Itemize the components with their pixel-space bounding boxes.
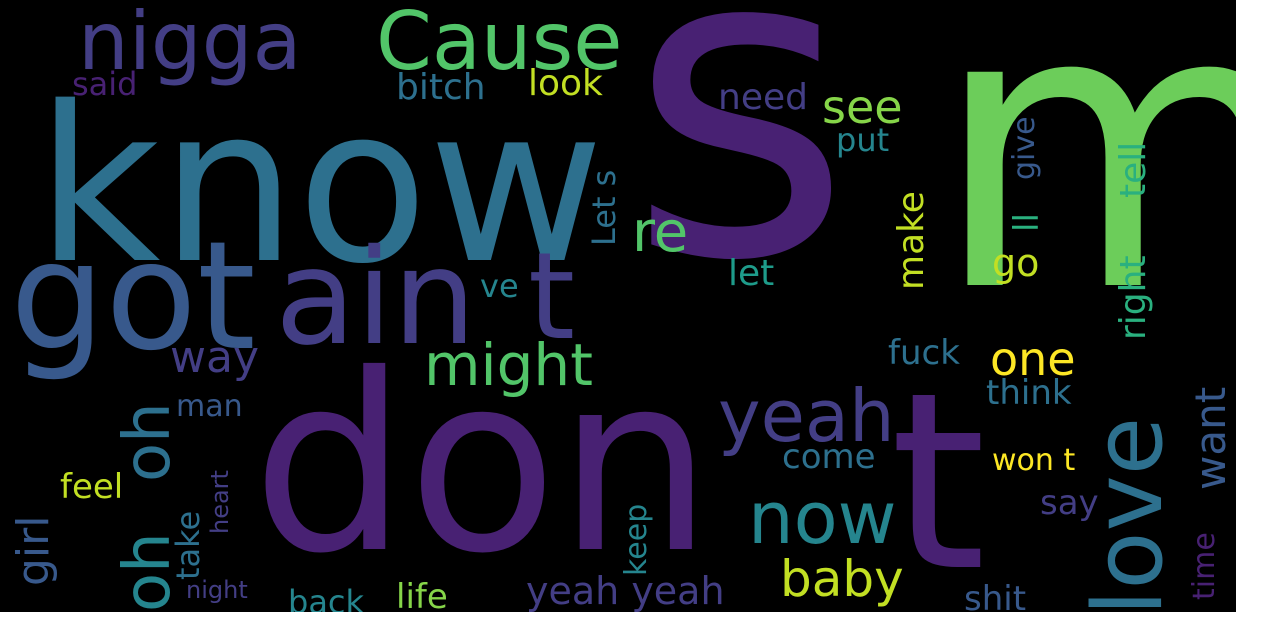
word-tell: tell xyxy=(1113,141,1154,198)
word-let: let xyxy=(728,253,775,294)
word-say: say xyxy=(1040,483,1099,523)
word-t-large: t xyxy=(890,340,987,612)
word-see: see xyxy=(822,80,903,134)
word-lets: Let s xyxy=(585,169,623,246)
word-right: right xyxy=(1113,255,1154,340)
word-fuck: fuck xyxy=(888,333,960,373)
word-keep: keep xyxy=(619,503,654,576)
word-don: don xyxy=(252,322,713,607)
word-ll: ll xyxy=(1007,213,1047,232)
word-t-medium: t xyxy=(528,228,576,367)
word-baby: baby xyxy=(780,550,904,608)
word-know: know xyxy=(36,60,605,311)
word-shit: shit xyxy=(964,579,1027,612)
word-one: one xyxy=(990,332,1076,386)
word-wont: won t xyxy=(992,443,1076,478)
word-heart: heart xyxy=(206,470,234,534)
word-feel: feel xyxy=(60,467,124,507)
word-come: come xyxy=(782,437,876,477)
word-make: make xyxy=(891,191,932,290)
word-might: might xyxy=(424,331,593,399)
word-re: re xyxy=(632,200,689,265)
word-oh-2: oh xyxy=(111,402,185,482)
word-night: night xyxy=(186,576,248,604)
word-cause: Cause xyxy=(376,0,623,88)
word-bitch: bitch xyxy=(396,67,486,108)
word-cloud: s m know don t got ain t nigga Cause lov… xyxy=(0,0,1236,612)
word-ain: ain xyxy=(275,221,477,375)
word-life: life xyxy=(396,577,448,612)
word-time: time xyxy=(1187,532,1222,600)
word-girl: girl xyxy=(8,515,59,586)
word-got: got xyxy=(10,210,256,384)
word-want: want xyxy=(1186,386,1235,490)
word-look: look xyxy=(528,63,603,104)
word-need: need xyxy=(718,77,808,118)
word-said: said xyxy=(72,65,138,103)
word-yeah-yeah: yeah yeah xyxy=(526,569,725,612)
word-man: man xyxy=(176,389,243,424)
word-way: way xyxy=(170,332,259,383)
word-back: back xyxy=(288,583,365,612)
word-think: think xyxy=(986,373,1072,413)
word-s: s xyxy=(628,0,853,355)
word-now: now xyxy=(748,476,897,560)
word-give: give xyxy=(1007,116,1042,180)
word-m: m xyxy=(932,0,1236,377)
word-ve: ve xyxy=(480,267,519,305)
word-go: go xyxy=(992,241,1040,285)
word-yeah: yeah xyxy=(718,374,895,458)
word-take: take xyxy=(169,510,207,580)
word-nigga: nigga xyxy=(78,0,302,88)
word-put: put xyxy=(836,121,890,159)
